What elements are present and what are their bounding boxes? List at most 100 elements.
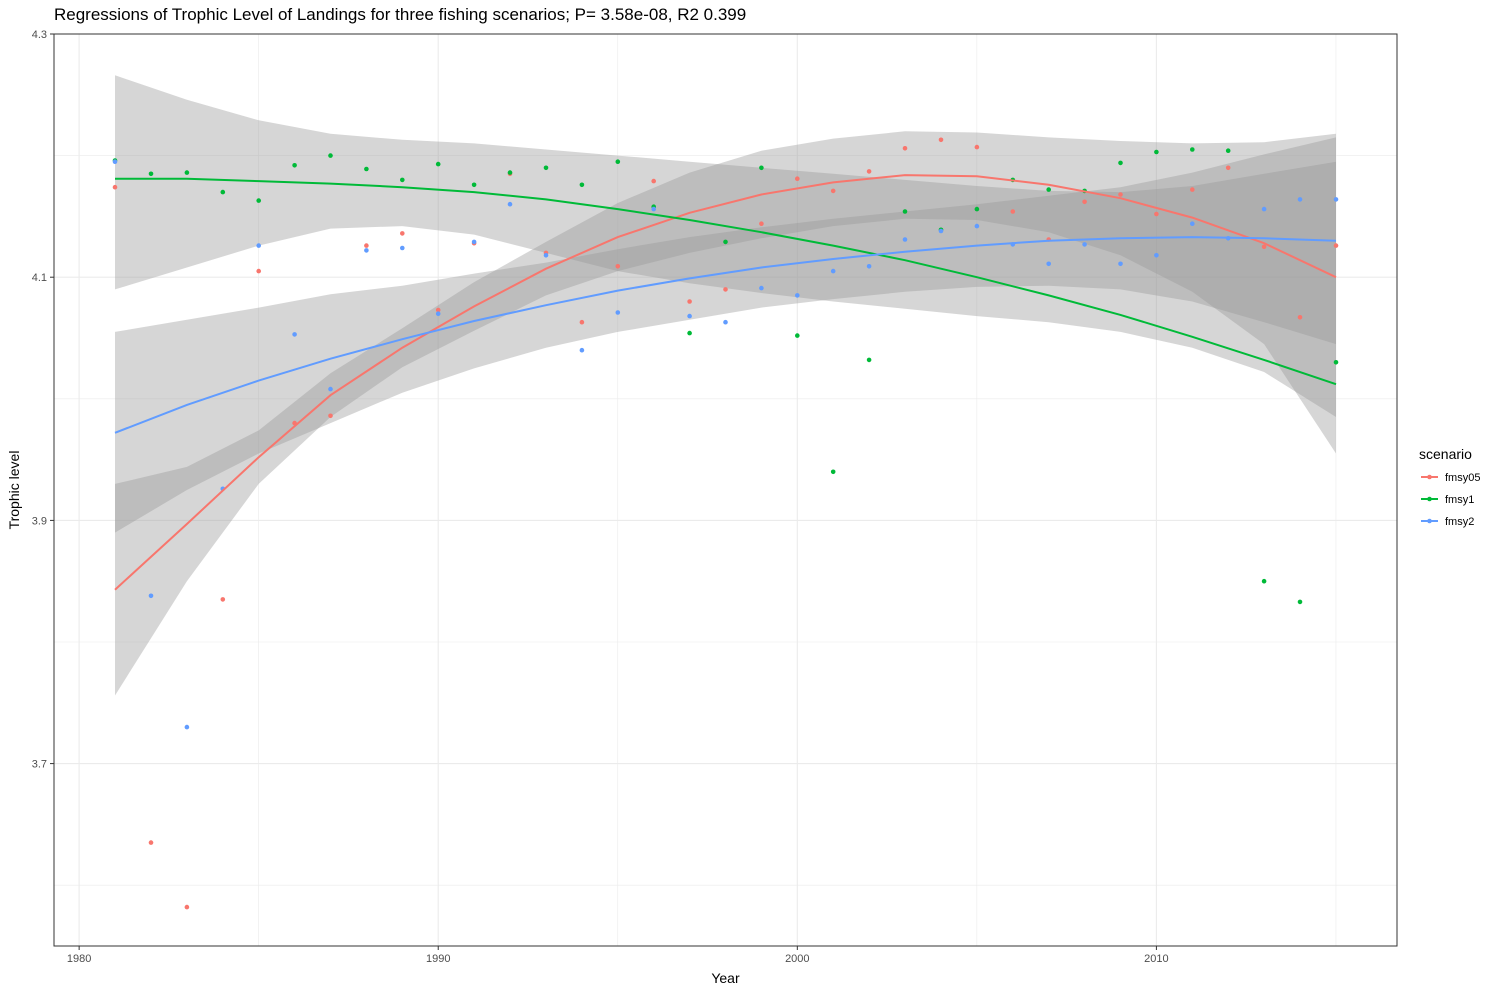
data-point-fmsy05 — [830, 188, 836, 194]
data-point-fmsy05 — [723, 287, 728, 292]
data-point-fmsy2 — [723, 319, 728, 325]
data-point-fmsy05 — [579, 319, 585, 325]
data-point-fmsy2 — [400, 245, 405, 251]
fit-line-fmsy2 — [114, 236, 1337, 434]
data-point-fmsy05 — [148, 840, 154, 845]
data-point-fmsy05 — [615, 264, 621, 269]
data-point-fmsy2 — [1118, 261, 1123, 267]
data-point-fmsy05 — [1082, 199, 1087, 205]
data-point-fmsy05 — [902, 146, 908, 151]
legend-label-fmsy05: fmsy05 — [1445, 472, 1480, 484]
data-point-fmsy2 — [1154, 253, 1159, 258]
data-point-fmsy2 — [1046, 261, 1051, 267]
data-point-fmsy1 — [687, 330, 692, 336]
data-point-fmsy1 — [471, 182, 477, 188]
data-point-fmsy05 — [364, 243, 369, 248]
data-point-fmsy2 — [328, 386, 333, 392]
data-point-fmsy1 — [1154, 149, 1159, 155]
data-point-fmsy05 — [1225, 165, 1231, 171]
data-point-fmsy1 — [1297, 599, 1303, 605]
confidence-ribbons — [115, 75, 1336, 696]
data-point-fmsy05 — [1190, 187, 1195, 192]
data-point-fmsy05 — [974, 144, 980, 150]
data-point-fmsy05 — [435, 307, 441, 313]
data-point-fmsy05 — [1010, 209, 1016, 214]
data-point-fmsy1 — [902, 209, 908, 214]
data-point-fmsy1 — [866, 357, 872, 363]
data-point-fmsy05 — [795, 176, 800, 181]
data-point-fmsy05 — [866, 169, 872, 174]
data-point-fmsy05 — [759, 221, 764, 226]
legend-label-fmsy2: fmsy2 — [1445, 516, 1474, 528]
legend-key-point-fmsy2 — [1427, 518, 1432, 524]
data-point-fmsy1 — [974, 206, 980, 212]
data-point-fmsy1 — [435, 161, 441, 167]
data-point-fmsy05 — [1261, 244, 1267, 250]
data-point-fmsy05 — [400, 231, 405, 236]
legend: scenario fmsy05 fmsy1 fmsy2 — [1419, 446, 1480, 528]
data-point-fmsy2 — [1190, 221, 1195, 226]
data-point-fmsy2 — [579, 347, 585, 353]
x-tick-label: 1990 — [426, 953, 450, 965]
data-point-fmsy05 — [1118, 192, 1123, 197]
data-point-fmsy1 — [723, 239, 728, 245]
legend-label-fmsy1: fmsy1 — [1445, 494, 1474, 506]
data-point-fmsy2 — [112, 159, 118, 164]
data-point-fmsy2 — [651, 206, 656, 212]
x-tick-label: 1980 — [67, 953, 91, 965]
fit-lines — [114, 174, 1337, 591]
data-point-fmsy1 — [364, 166, 369, 172]
data-point-fmsy2 — [1261, 206, 1267, 212]
data-point-fmsy2 — [902, 237, 908, 242]
data-point-fmsy1 — [795, 333, 800, 338]
data-point-fmsy1 — [1118, 160, 1123, 166]
legend-key-point-fmsy05 — [1427, 474, 1432, 480]
data-point-fmsy2 — [687, 313, 692, 319]
data-point-fmsy2 — [256, 243, 262, 248]
data-point-fmsy1 — [1190, 147, 1195, 152]
data-point-fmsy2 — [543, 253, 549, 258]
y-tick-label: 3.9 — [32, 515, 47, 527]
data-point-fmsy05 — [651, 178, 656, 184]
data-point-fmsy2 — [615, 310, 621, 315]
data-point-fmsy05 — [687, 299, 692, 304]
data-point-fmsy05 — [938, 137, 944, 143]
data-point-fmsy2 — [435, 311, 441, 317]
data-point-fmsy05 — [1333, 243, 1339, 248]
data-point-fmsy05 — [112, 184, 118, 190]
panel-border — [53, 33, 1398, 947]
x-axis-title: Year — [711, 970, 740, 986]
legend-key-point-fmsy1 — [1427, 496, 1432, 502]
data-point-fmsy2 — [148, 593, 154, 599]
y-tick-label: 3.7 — [32, 759, 47, 771]
data-point-fmsy2 — [184, 724, 190, 730]
y-tick-label: 4.1 — [32, 272, 47, 284]
data-point-fmsy1 — [507, 170, 513, 175]
data-point-fmsy2 — [1082, 242, 1087, 247]
data-point-fmsy2 — [938, 228, 944, 234]
axes: 1980 1990 2000 2010 3.7 3.9 4.1 4.3 — [32, 29, 1169, 965]
confidence-ribbon-fmsy2 — [115, 137, 1336, 533]
data-point-fmsy2 — [759, 285, 764, 291]
data-point-fmsy2 — [974, 223, 980, 229]
legend-title: scenario — [1419, 446, 1472, 462]
data-point-fmsy05 — [184, 904, 190, 910]
data-point-fmsy1 — [148, 171, 154, 177]
data-point-fmsy2 — [1297, 197, 1303, 202]
data-point-fmsy2 — [830, 268, 836, 274]
data-point-fmsy1 — [400, 177, 405, 183]
x-tick-label: 2000 — [785, 953, 809, 965]
data-point-fmsy2 — [1333, 197, 1339, 202]
confidence-ribbon-fmsy1 — [115, 75, 1336, 418]
data-point-fmsy1 — [328, 153, 333, 158]
x-tick-label: 2010 — [1144, 953, 1168, 965]
chart-title: Regressions of Trophic Level of Landings… — [54, 5, 747, 24]
data-point-fmsy05 — [1154, 211, 1159, 217]
data-point-fmsy2 — [795, 293, 800, 298]
data-point-fmsy1 — [579, 182, 585, 188]
data-point-fmsy1 — [1261, 578, 1267, 584]
data-point-fmsy1 — [292, 163, 297, 168]
fit-line-fmsy05 — [114, 174, 1337, 591]
data-point-fmsy1 — [830, 469, 836, 475]
